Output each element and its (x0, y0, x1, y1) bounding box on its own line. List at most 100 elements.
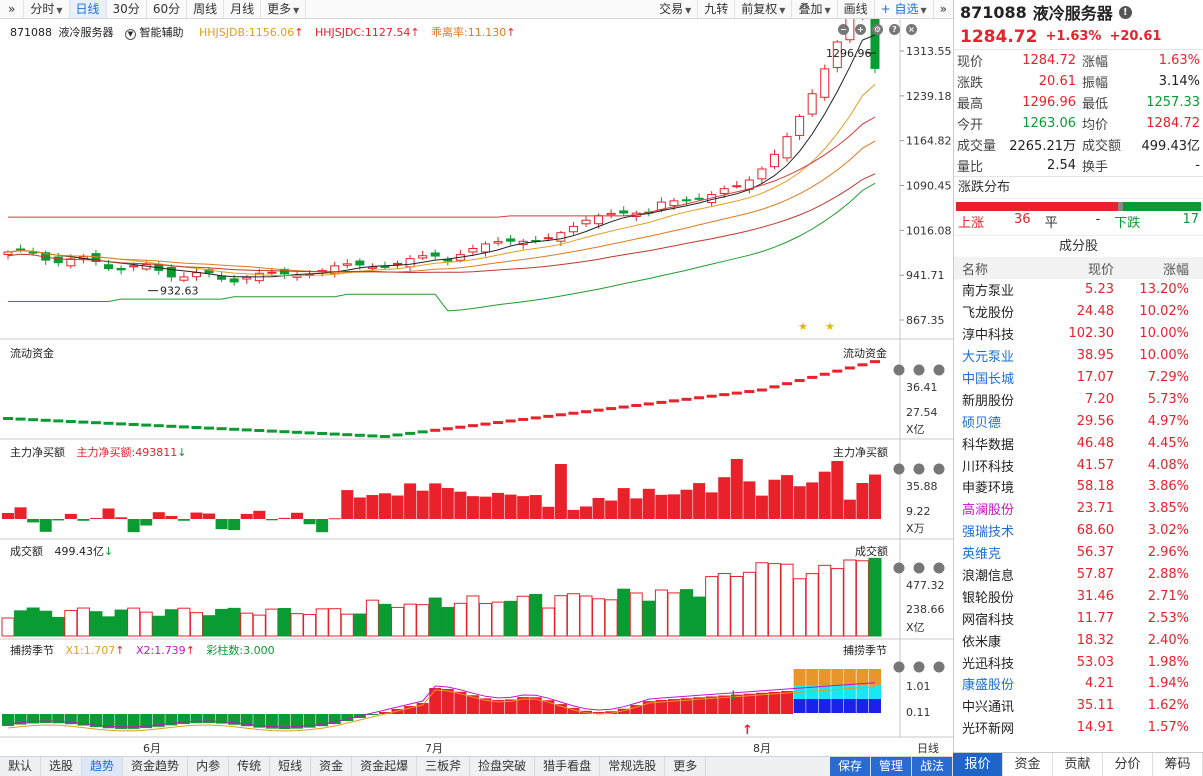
component-row[interactable]: 网宿科技 11.77 2.53% (954, 607, 1203, 629)
quote-tab[interactable]: 资金 (1003, 753, 1053, 776)
strategy-tab[interactable]: 资金趋势 (123, 757, 189, 776)
tab-30min[interactable]: 30分 (107, 0, 147, 18)
strategy-tab[interactable]: 默认 (0, 757, 42, 776)
flow-mark (266, 429, 277, 433)
flow-mark (480, 422, 491, 426)
tab-daily[interactable]: 日线 (69, 0, 107, 18)
volume-bar (177, 607, 191, 637)
volume-bar (855, 560, 869, 637)
strategy-tab[interactable]: 短线 (270, 757, 312, 776)
strategy-tab[interactable]: 战法 (911, 757, 953, 776)
tab-monthly[interactable]: 月线 (224, 0, 262, 18)
component-row[interactable]: 南方泵业 5.23 13.20% (954, 279, 1203, 301)
strategy-tab[interactable]: 常规选股 (600, 757, 666, 776)
flow-mark (794, 379, 805, 383)
strategy-tab[interactable]: 传统 (229, 757, 271, 776)
quote-tab[interactable]: 分价 (1103, 753, 1153, 776)
component-row[interactable]: 浪潮信息 57.87 2.88% (954, 564, 1203, 586)
strategy-tab[interactable]: 捡盘突破 (470, 757, 536, 776)
component-name: 大元泵业 (962, 350, 1015, 366)
flow-mark (304, 431, 315, 435)
column-header[interactable]: 名称 (962, 262, 989, 278)
season-bar (730, 694, 743, 714)
component-row[interactable]: 科华数据 46.48 4.45% (954, 432, 1203, 454)
candle-body (430, 252, 440, 257)
close-icon[interactable]: × (906, 24, 917, 35)
quote-tab[interactable]: 筹码 (1153, 753, 1203, 776)
settings-icon[interactable]: ⚙ (872, 24, 883, 35)
strategy-tab[interactable]: 猎手看盘 (535, 757, 601, 776)
season-column-top (856, 669, 869, 685)
quote-tab[interactable]: 贡献 (1053, 753, 1103, 776)
strategy-tab[interactable]: 管理 (870, 757, 912, 776)
component-name: 申菱环境 (962, 481, 1015, 497)
tab-weekly[interactable]: 周线 (187, 0, 225, 18)
column-header[interactable]: 涨幅 (1162, 262, 1189, 278)
component-row[interactable]: 银轮股份 31.46 2.71% (954, 585, 1203, 607)
collapse-icon[interactable]: » (939, 2, 947, 16)
add-watchlist-button[interactable]: + 自选 ▼ (875, 0, 934, 18)
strategy-tab[interactable]: 趋势 (82, 757, 124, 776)
flow-mark (317, 432, 328, 435)
component-row[interactable]: 强瑞技术 68.60 3.02% (954, 520, 1203, 542)
column-header[interactable]: 现价 (1087, 262, 1114, 278)
chart-area[interactable]: 1313.55 1239.18 1164.82 1090.45 1016.08 941.7… (0, 19, 953, 756)
season-bar (630, 705, 643, 714)
assist-label[interactable]: 智能辅助 (139, 26, 184, 39)
component-row[interactable]: 中兴通讯 35.11 1.62% (954, 695, 1203, 717)
season-bar (177, 714, 190, 725)
strategy-tab[interactable]: 保存 (829, 757, 871, 776)
season-column-mid (818, 685, 831, 699)
strategy-tab[interactable]: 资金起爆 (352, 757, 418, 776)
component-row[interactable]: 英维克 56.37 2.96% (954, 542, 1203, 564)
component-row[interactable]: 光迅科技 53.03 1.98% (954, 651, 1203, 673)
season-bar (667, 699, 680, 714)
help-icon[interactable]: ? (889, 24, 900, 35)
expand-icon[interactable]: » (0, 0, 25, 18)
strategy-tab[interactable]: 选股 (41, 757, 83, 776)
assist-toggle-icon[interactable]: ▼ (125, 29, 136, 40)
component-row[interactable]: 大元泵业 38.95 10.00% (954, 345, 1203, 367)
minus-icon[interactable]: − (838, 24, 849, 35)
flow-mark (342, 433, 353, 437)
quote-tab[interactable]: 报价 (953, 753, 1003, 776)
volume-bar (604, 599, 618, 637)
component-row[interactable]: 申菱环境 58.18 3.86% (954, 476, 1203, 498)
component-row[interactable]: 中国长城 17.07 7.29% (954, 367, 1203, 389)
component-row[interactable]: 高澜股份 23.71 3.85% (954, 498, 1203, 520)
component-price: 38.95 (1076, 348, 1114, 364)
strategy-tab[interactable]: 资金 (311, 757, 353, 776)
component-price: 11.77 (1076, 610, 1114, 626)
strategy-tab[interactable]: 三板斧 (417, 757, 471, 776)
component-row[interactable]: 光环新网 14.91 1.57% (954, 717, 1203, 739)
component-price: 5.23 (1085, 282, 1114, 298)
component-row[interactable]: 康盛股份 4.21 1.94% (954, 673, 1203, 695)
quote-value: 20.61 (1038, 74, 1076, 89)
overlay-menu[interactable]: 叠加 ▼ (792, 0, 838, 18)
component-row[interactable]: 硕贝德 29.56 4.97% (954, 410, 1203, 432)
net-buy-bar (366, 495, 379, 519)
plus-icon[interactable]: + (855, 24, 866, 35)
tab-60min[interactable]: 60分 (147, 0, 188, 18)
component-row[interactable]: 新朋股份 7.20 5.73% (954, 388, 1203, 410)
component-row[interactable]: 飞龙股份 24.48 10.02% (954, 301, 1203, 323)
nine-turn-button[interactable]: 九转 (698, 0, 736, 18)
component-row[interactable]: 依米康 18.32 2.40% (954, 629, 1203, 651)
component-row[interactable]: 川环科技 41.57 4.08% (954, 454, 1203, 476)
quote-value: 3.14% (1158, 74, 1200, 89)
tab-more[interactable]: 更多 ▼ (261, 0, 307, 18)
tab-fenshi[interactable]: 分时 ▼ (24, 0, 70, 18)
net-buy-series (2, 459, 881, 533)
season-column-bottom (818, 699, 831, 713)
strategy-tab[interactable]: 内参 (188, 757, 230, 776)
info-icon[interactable]: ! (1118, 5, 1132, 19)
net-buy-bar (64, 513, 77, 519)
component-row[interactable]: 淳中科技 102.30 10.00% (954, 323, 1203, 345)
strategy-tab[interactable]: 更多 (665, 757, 707, 776)
net-buy-bar (404, 483, 417, 519)
adjust-menu[interactable]: 前复权 ▼ (735, 0, 793, 18)
component-name: 康盛股份 (962, 678, 1015, 694)
trade-menu[interactable]: 交易 ▼ (653, 0, 699, 18)
draw-button[interactable]: 画线 (838, 0, 875, 18)
vol-value: 499.43亿 (54, 545, 105, 558)
